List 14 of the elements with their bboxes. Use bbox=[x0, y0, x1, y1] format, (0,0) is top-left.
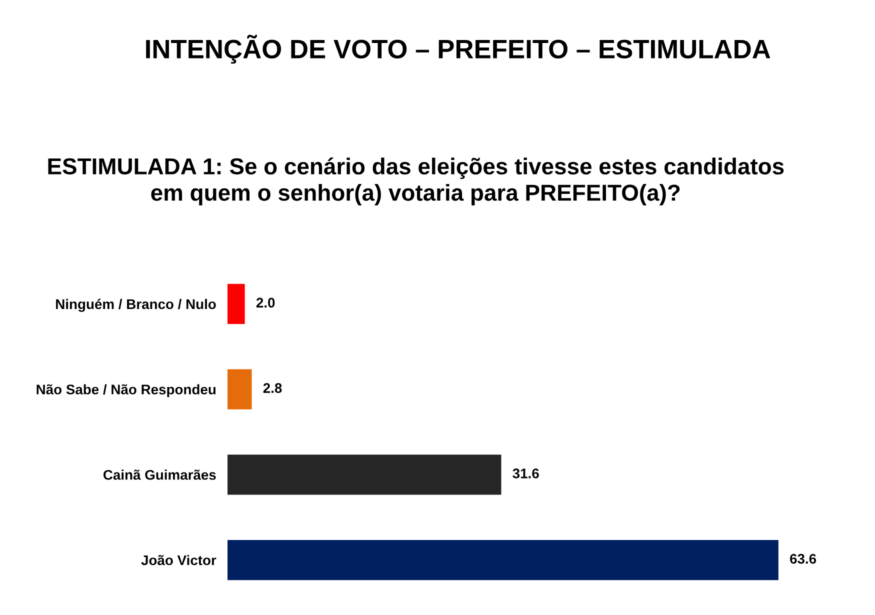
chart-subtitle: ESTIMULADA 1: Se o cenário das eleições tivesse estes candidatos em quem o senhor(a) votaria para PREFEITO(a)? bbox=[48, 157, 784, 206]
bar bbox=[228, 454, 502, 495]
y-tick-label: Não Sabe / Não Respondeu bbox=[36, 384, 216, 398]
y-tick-label: Cainã Guimarães bbox=[103, 470, 216, 480]
data-label: 2.0 bbox=[256, 298, 275, 308]
chart-title: INTENÇÃO DE VOTO – PREFEITO – ESTIMULADA bbox=[146, 34, 770, 64]
bar bbox=[228, 284, 245, 324]
data-label: 31.6 bbox=[512, 468, 539, 478]
data-label: 2.8 bbox=[263, 383, 282, 393]
data-label: 63.6 bbox=[790, 554, 816, 564]
y-tick-label: João Victor bbox=[141, 554, 216, 566]
bar bbox=[228, 540, 778, 580]
y-tick-label: Ninguém / Branco / Nulo bbox=[56, 298, 216, 312]
bar bbox=[228, 369, 252, 410]
